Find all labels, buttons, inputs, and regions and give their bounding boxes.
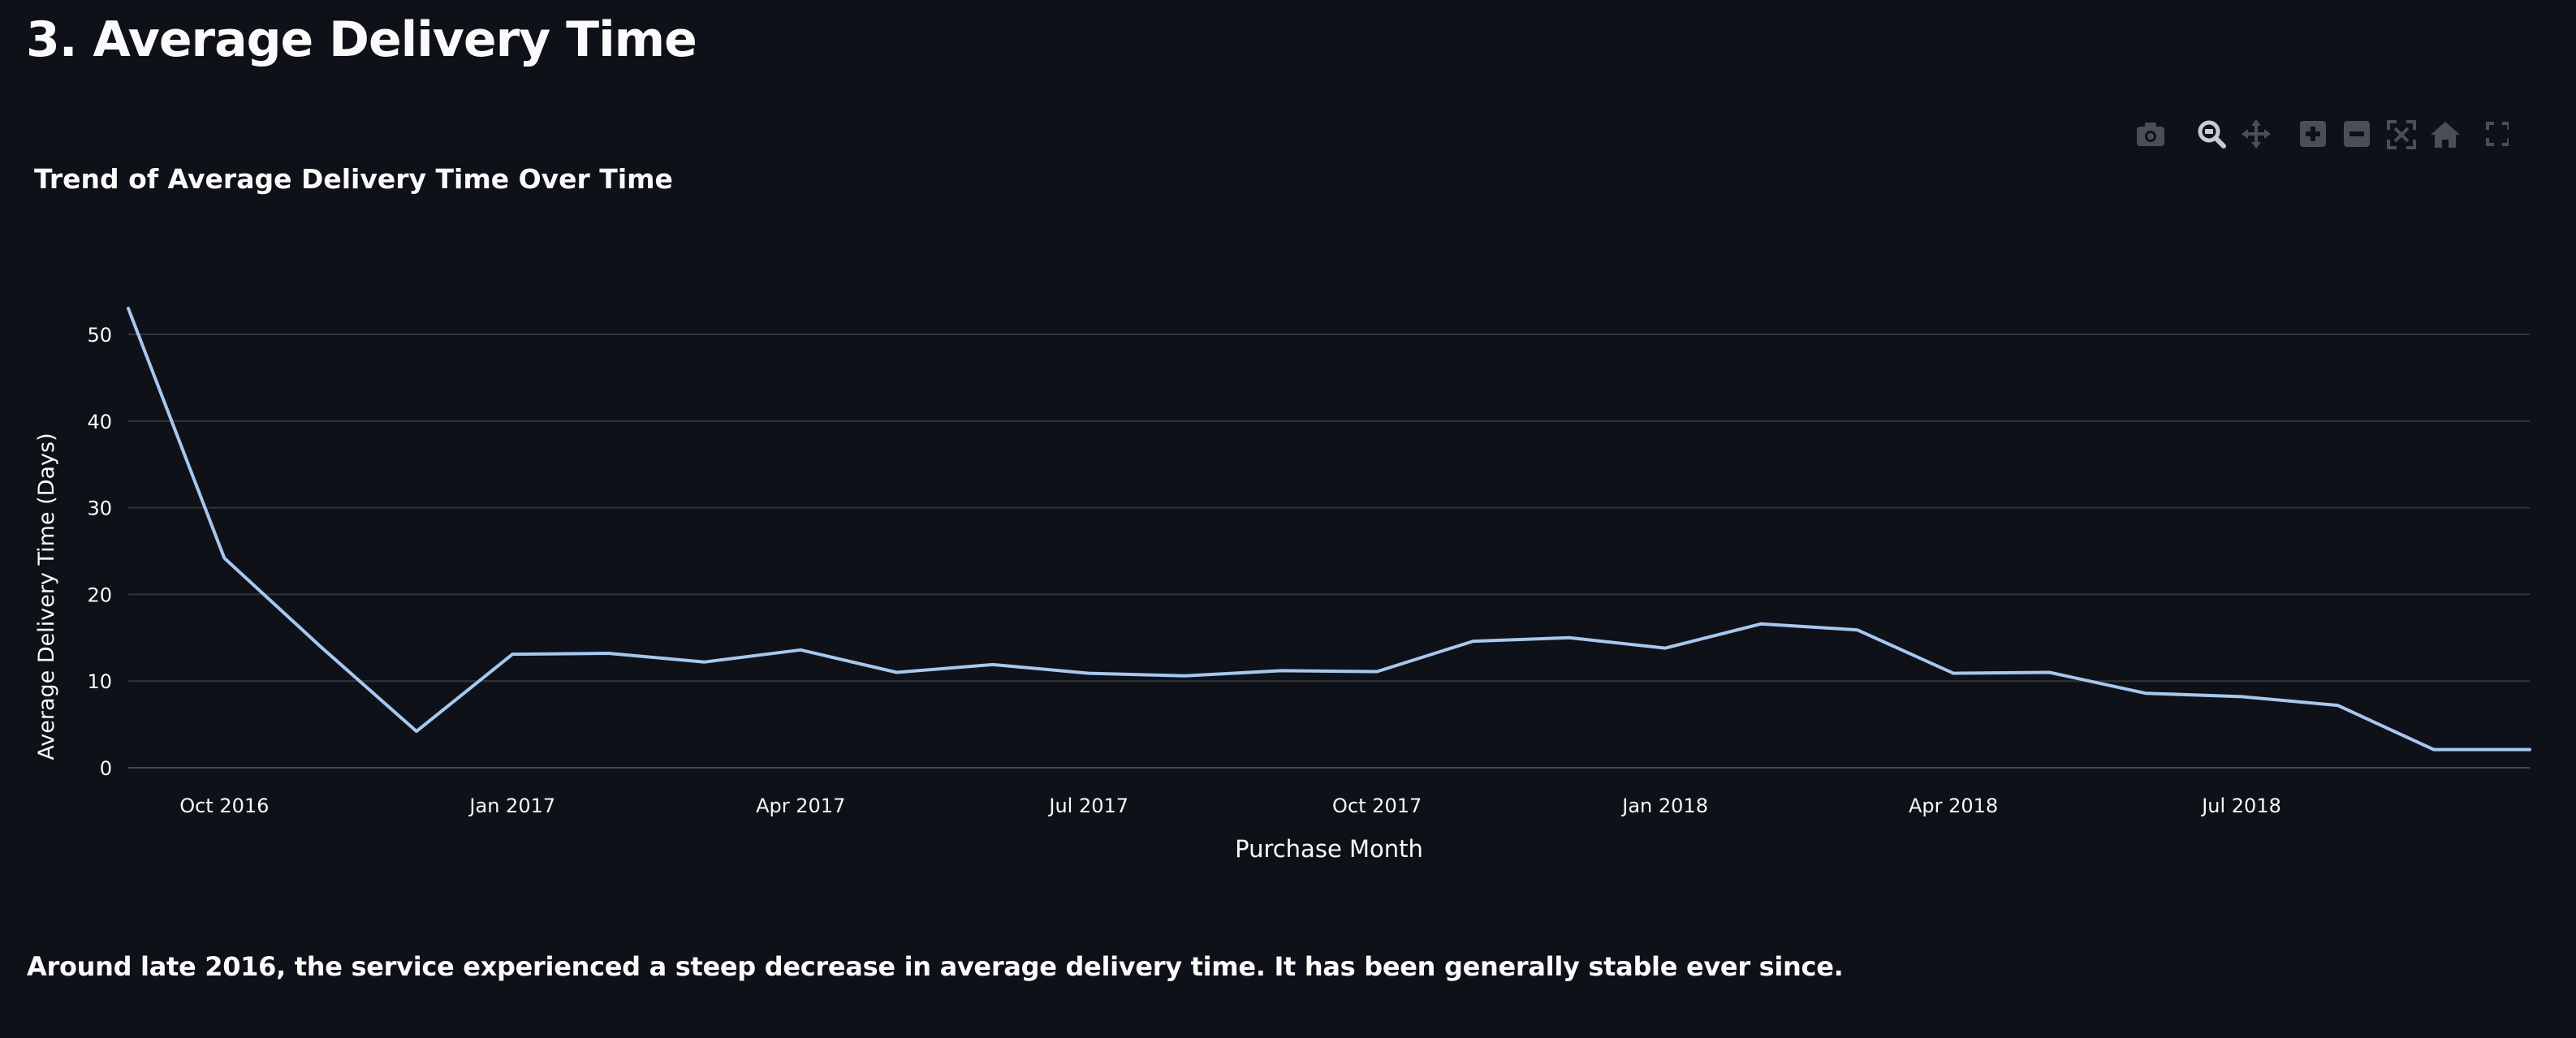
x-tick-label: Apr 2017 [756,795,845,817]
x-tick-label: Jan 2018 [1620,795,1708,817]
zoom-in-icon[interactable] [2300,121,2326,147]
chart-modebar [2127,114,2510,154]
reset-axes-icon[interactable] [2431,122,2460,148]
series-line[interactable] [127,307,2531,752]
chart-caption: Around late 2016, the service experience… [27,951,1844,982]
y-tick-label: 10 [87,670,112,693]
line-chart[interactable]: Trend of Average Delivery Time Over Time… [0,97,2576,893]
chart-container[interactable]: Trend of Average Delivery Time Over Time… [0,97,2576,893]
zoom-out-icon[interactable] [2344,121,2370,147]
chart-title: Trend of Average Delivery Time Over Time [34,163,673,195]
x-tick-label: Apr 2018 [1909,795,1998,817]
y-tick-label: 20 [87,584,112,606]
camera-icon[interactable] [2137,123,2164,146]
y-axis-label: Average Delivery Time (Days) [34,433,59,760]
y-tick-label: 0 [100,757,112,780]
autoscale-icon[interactable] [2387,120,2416,149]
x-tick-label: Jul 2018 [2200,795,2281,817]
section-title: 3. Average Delivery Time [26,11,697,68]
zoom-icon[interactable] [2198,120,2226,149]
y-tick-label: 30 [87,497,112,520]
x-tick-label: Oct 2016 [179,795,269,817]
fullscreen-icon[interactable] [2486,122,2510,146]
x-axis-label: Purchase Month [1235,835,1423,863]
x-tick-label: Oct 2017 [1332,795,1422,817]
y-tick-label: 40 [87,411,112,433]
x-tick-label: Jan 2017 [468,795,555,817]
x-tick-label: Jul 2017 [1047,795,1128,817]
pan-icon[interactable] [2242,119,2271,149]
y-tick-label: 50 [87,324,112,347]
